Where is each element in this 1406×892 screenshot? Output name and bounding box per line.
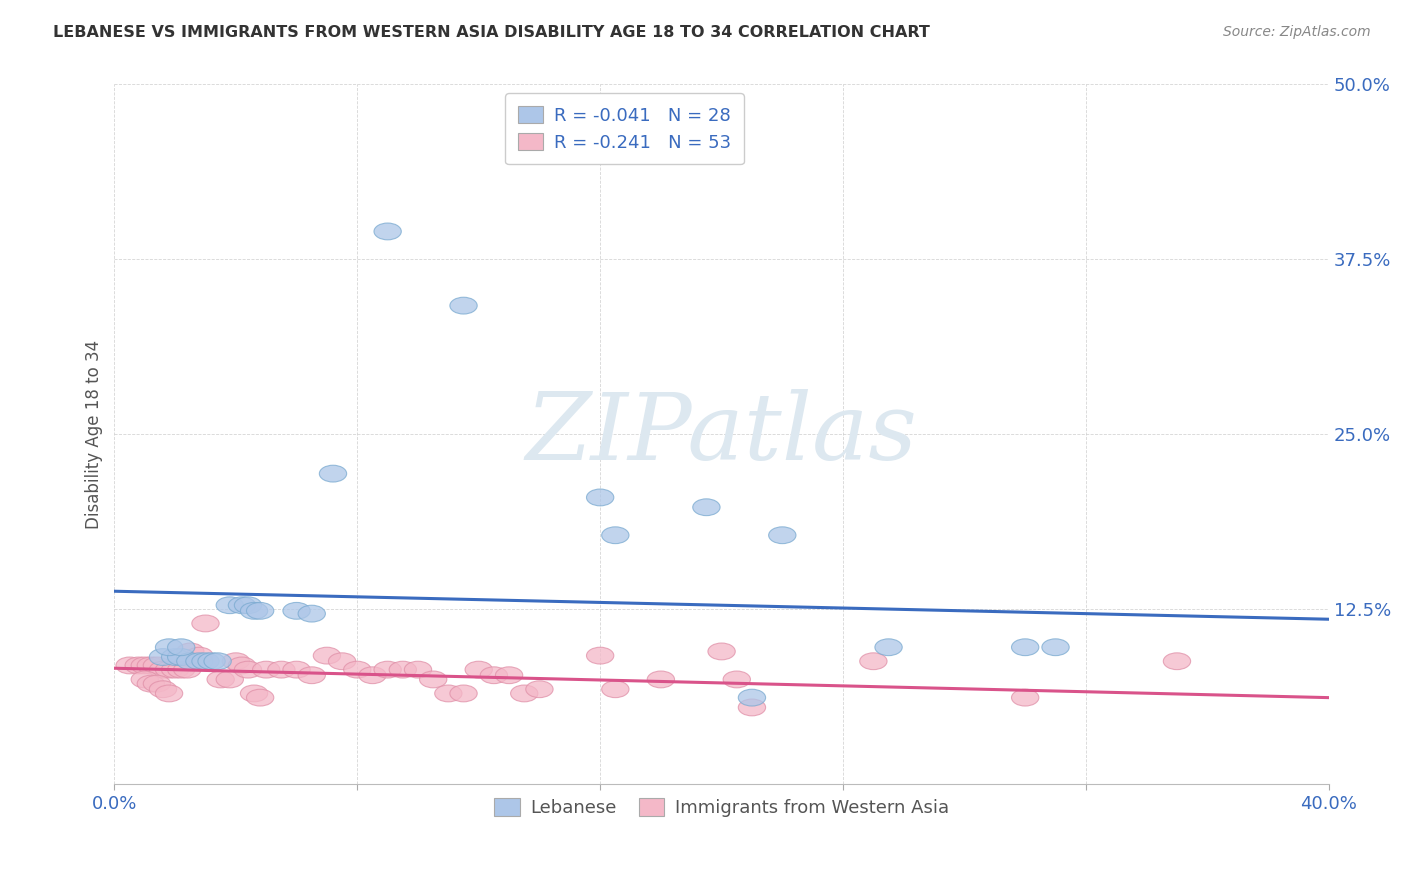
Y-axis label: Disability Age 18 to 34: Disability Age 18 to 34 bbox=[86, 340, 103, 529]
Ellipse shape bbox=[167, 639, 195, 656]
Ellipse shape bbox=[235, 597, 262, 614]
Ellipse shape bbox=[374, 223, 401, 240]
Ellipse shape bbox=[769, 527, 796, 543]
Ellipse shape bbox=[191, 615, 219, 632]
Text: LEBANESE VS IMMIGRANTS FROM WESTERN ASIA DISABILITY AGE 18 TO 34 CORRELATION CHA: LEBANESE VS IMMIGRANTS FROM WESTERN ASIA… bbox=[53, 25, 931, 40]
Ellipse shape bbox=[143, 675, 170, 692]
Ellipse shape bbox=[125, 657, 152, 673]
Ellipse shape bbox=[586, 489, 614, 506]
Ellipse shape bbox=[738, 690, 766, 706]
Ellipse shape bbox=[314, 648, 340, 664]
Ellipse shape bbox=[450, 297, 477, 314]
Ellipse shape bbox=[709, 643, 735, 660]
Ellipse shape bbox=[131, 657, 159, 673]
Ellipse shape bbox=[240, 602, 267, 619]
Ellipse shape bbox=[186, 653, 214, 670]
Ellipse shape bbox=[405, 661, 432, 678]
Ellipse shape bbox=[389, 661, 416, 678]
Ellipse shape bbox=[253, 661, 280, 678]
Ellipse shape bbox=[149, 681, 177, 698]
Ellipse shape bbox=[186, 648, 214, 664]
Ellipse shape bbox=[526, 681, 553, 698]
Ellipse shape bbox=[162, 661, 188, 678]
Ellipse shape bbox=[875, 639, 903, 656]
Ellipse shape bbox=[156, 639, 183, 656]
Ellipse shape bbox=[283, 661, 311, 678]
Ellipse shape bbox=[173, 661, 201, 678]
Ellipse shape bbox=[319, 466, 347, 482]
Ellipse shape bbox=[859, 653, 887, 670]
Ellipse shape bbox=[647, 671, 675, 688]
Ellipse shape bbox=[138, 657, 165, 673]
Ellipse shape bbox=[207, 671, 235, 688]
Text: ZIPatlas: ZIPatlas bbox=[526, 390, 918, 479]
Ellipse shape bbox=[228, 657, 256, 673]
Ellipse shape bbox=[156, 661, 183, 678]
Ellipse shape bbox=[235, 661, 262, 678]
Ellipse shape bbox=[723, 671, 751, 688]
Ellipse shape bbox=[602, 527, 628, 543]
Legend: Lebanese, Immigrants from Western Asia: Lebanese, Immigrants from Western Asia bbox=[486, 791, 956, 824]
Ellipse shape bbox=[283, 602, 311, 619]
Text: Source: ZipAtlas.com: Source: ZipAtlas.com bbox=[1223, 25, 1371, 39]
Ellipse shape bbox=[167, 661, 195, 678]
Ellipse shape bbox=[419, 671, 447, 688]
Ellipse shape bbox=[298, 667, 325, 683]
Ellipse shape bbox=[586, 648, 614, 664]
Ellipse shape bbox=[177, 653, 204, 670]
Ellipse shape bbox=[246, 690, 274, 706]
Ellipse shape bbox=[217, 671, 243, 688]
Ellipse shape bbox=[510, 685, 538, 702]
Ellipse shape bbox=[156, 685, 183, 702]
Ellipse shape bbox=[450, 685, 477, 702]
Ellipse shape bbox=[481, 667, 508, 683]
Ellipse shape bbox=[374, 661, 401, 678]
Ellipse shape bbox=[138, 675, 165, 692]
Ellipse shape bbox=[143, 657, 170, 673]
Ellipse shape bbox=[228, 597, 256, 614]
Ellipse shape bbox=[298, 606, 325, 622]
Ellipse shape bbox=[465, 661, 492, 678]
Ellipse shape bbox=[167, 648, 195, 665]
Ellipse shape bbox=[1011, 639, 1039, 656]
Ellipse shape bbox=[602, 681, 628, 698]
Ellipse shape bbox=[240, 685, 267, 702]
Ellipse shape bbox=[1163, 653, 1191, 670]
Ellipse shape bbox=[115, 657, 143, 673]
Ellipse shape bbox=[1011, 690, 1039, 706]
Ellipse shape bbox=[177, 643, 204, 660]
Ellipse shape bbox=[198, 653, 225, 670]
Ellipse shape bbox=[359, 667, 387, 683]
Ellipse shape bbox=[131, 671, 159, 688]
Ellipse shape bbox=[191, 653, 219, 670]
Ellipse shape bbox=[267, 661, 295, 678]
Ellipse shape bbox=[217, 597, 243, 614]
Ellipse shape bbox=[343, 661, 371, 678]
Ellipse shape bbox=[162, 648, 188, 665]
Ellipse shape bbox=[329, 653, 356, 670]
Ellipse shape bbox=[495, 667, 523, 683]
Ellipse shape bbox=[222, 653, 249, 670]
Ellipse shape bbox=[434, 685, 463, 702]
Ellipse shape bbox=[693, 499, 720, 516]
Ellipse shape bbox=[149, 661, 177, 678]
Ellipse shape bbox=[204, 653, 232, 670]
Ellipse shape bbox=[738, 699, 766, 716]
Ellipse shape bbox=[149, 648, 177, 665]
Ellipse shape bbox=[246, 602, 274, 619]
Ellipse shape bbox=[1042, 639, 1069, 656]
